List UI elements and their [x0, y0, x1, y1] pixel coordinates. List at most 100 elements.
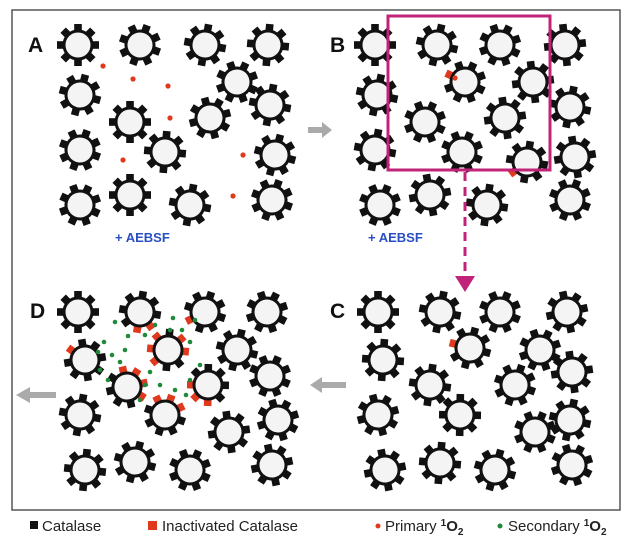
- secondary-dot: [98, 368, 103, 373]
- catalase: [239, 284, 295, 340]
- catalase: [57, 291, 99, 333]
- arrow-d-out: [16, 387, 56, 403]
- catalase: [145, 327, 191, 373]
- catalase-body: [150, 137, 180, 167]
- legend-text: Secondary: [508, 518, 580, 535]
- catalase: [52, 177, 108, 233]
- zoom-arrowhead: [455, 276, 475, 292]
- catalase: [351, 126, 400, 175]
- catalase: [245, 173, 299, 227]
- primary-dot: [452, 75, 457, 80]
- catalase-body: [118, 445, 152, 479]
- panel-label: D: [30, 300, 45, 323]
- primary-dot: [165, 83, 170, 88]
- catalase: [444, 322, 495, 373]
- catalase-body: [361, 31, 389, 59]
- primary-dot: [230, 193, 235, 198]
- catalase: [545, 82, 594, 131]
- catalase-body: [62, 132, 98, 168]
- catalase-body: [63, 78, 97, 112]
- catalase-body: [172, 452, 209, 489]
- secondary-dot: [126, 334, 131, 339]
- legend-label: Catalase: [42, 518, 101, 535]
- catalase: [354, 24, 396, 66]
- catalase: [200, 403, 259, 462]
- catalase-body: [70, 455, 101, 486]
- catalase-body: [191, 99, 229, 137]
- catalase-body: [368, 345, 398, 375]
- catalase-body: [116, 181, 144, 209]
- catalase-body: [478, 453, 513, 488]
- catalase-body: [218, 63, 255, 100]
- catalase: [353, 178, 408, 233]
- catalase: [181, 21, 230, 70]
- legend-swatch: [498, 524, 503, 529]
- catalase-field: [52, 15, 604, 499]
- catalase-body: [259, 401, 297, 439]
- catalase: [439, 394, 482, 437]
- primary-dot: [130, 76, 135, 81]
- legend-swatch: [148, 521, 157, 530]
- secondary-dot: [148, 370, 153, 375]
- secondary-dot: [123, 348, 128, 353]
- secondary-dot: [138, 398, 143, 403]
- catalase: [473, 285, 528, 340]
- secondary-dot: [188, 340, 193, 345]
- catalase-body: [253, 446, 292, 485]
- legend-base: O: [446, 518, 458, 535]
- secondary-dot: [113, 320, 118, 325]
- catalase: [472, 17, 528, 73]
- catalase: [109, 436, 160, 487]
- catalase-body: [253, 30, 283, 60]
- catalase-body: [552, 182, 588, 218]
- catalase-body: [248, 293, 286, 331]
- catalase: [415, 287, 464, 336]
- secondary-dot: [106, 378, 111, 383]
- catalase-body: [254, 182, 290, 218]
- catalase-body: [407, 104, 444, 141]
- catalase-body: [359, 396, 397, 434]
- legend-sub: 2: [601, 527, 607, 538]
- catalase: [249, 129, 300, 180]
- catalase: [356, 441, 414, 499]
- catalase: [162, 442, 217, 497]
- catalase: [544, 437, 600, 493]
- secondary-dot: [102, 340, 107, 345]
- catalase: [463, 181, 510, 228]
- secondary-dot: [96, 350, 101, 355]
- legend-text: Primary: [385, 518, 437, 535]
- catalase: [349, 386, 406, 443]
- secondary-dot: [188, 378, 193, 383]
- catalase: [113, 18, 167, 72]
- catalase: [250, 392, 307, 449]
- catalase-body: [425, 448, 455, 478]
- catalase-body: [122, 27, 158, 63]
- secondary-dot: [110, 353, 115, 358]
- catalase: [245, 22, 291, 68]
- secondary-dot: [193, 318, 198, 323]
- catalase-body: [364, 298, 392, 326]
- catalase: [357, 291, 399, 333]
- catalase-body: [194, 371, 222, 399]
- catalase-body: [61, 186, 98, 223]
- secondary-dot: [184, 393, 189, 398]
- primary-dot: [120, 157, 125, 162]
- secondary-dot: [168, 328, 173, 333]
- primary-dot: [240, 152, 245, 157]
- catalase: [56, 391, 105, 440]
- catalase: [546, 128, 605, 187]
- primary-dot: [100, 63, 105, 68]
- catalase: [56, 331, 115, 390]
- legend-base: O: [589, 518, 601, 535]
- catalase: [142, 129, 188, 175]
- catalase: [166, 181, 215, 230]
- panel-label: A: [28, 34, 43, 57]
- catalase-body: [497, 367, 533, 403]
- secondary-dot: [171, 316, 176, 321]
- catalase: [417, 440, 463, 486]
- secondary-dot: [198, 363, 203, 368]
- catalase: [116, 288, 164, 336]
- catalase-body: [482, 294, 518, 330]
- catalase: [54, 69, 105, 120]
